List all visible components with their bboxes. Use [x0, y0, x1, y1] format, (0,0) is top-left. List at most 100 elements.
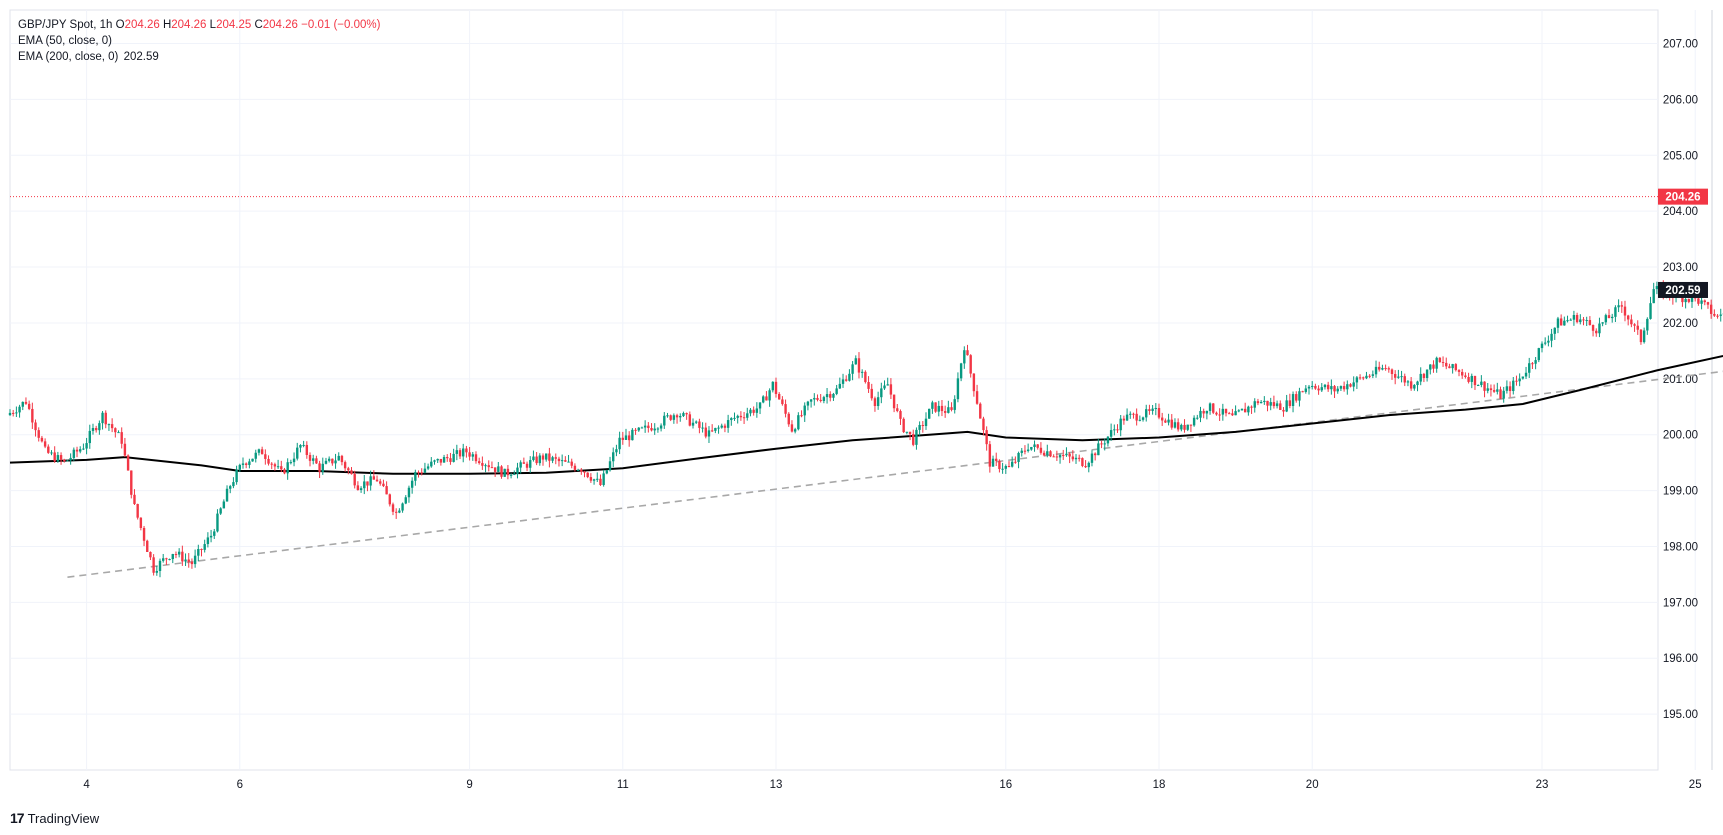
candle-up — [1180, 424, 1183, 430]
candle-up — [1556, 318, 1560, 328]
candle-down — [331, 458, 334, 464]
candle-down — [394, 511, 398, 513]
candle-down — [1055, 456, 1059, 458]
candle-down — [979, 403, 982, 419]
candle-up — [107, 424, 111, 426]
candle-up — [937, 405, 940, 412]
candle-up — [1026, 449, 1030, 451]
ema200-path[interactable] — [9, 290, 1723, 475]
candle-down — [982, 418, 985, 431]
candle-down — [187, 559, 190, 562]
price-tick-label: 202.00 — [1663, 318, 1698, 330]
candle-down — [1295, 394, 1298, 401]
tradingview-brand[interactable]: 17 TradingView — [10, 810, 99, 826]
candle-down — [123, 443, 127, 456]
candle-up — [1173, 422, 1177, 428]
candle-up — [991, 458, 995, 467]
symbol-label[interactable]: GBP/JPY Spot, 1h — [18, 19, 113, 31]
price-axis[interactable]: 207.00 206.00 205.00 204.00 203.00 202.00 201.… — [1663, 10, 1713, 770]
candle-down — [845, 379, 848, 381]
time-axis[interactable]: 4691113161820232527Jul — [83, 779, 1723, 791]
legend-ema200-row[interactable]: EMA (200, close, 0) 202.59 — [18, 49, 380, 65]
support-trendline[interactable] — [67, 309, 1723, 578]
candle-up — [69, 457, 72, 461]
candle-down — [308, 454, 312, 461]
candle-up — [369, 476, 372, 486]
candle-down — [975, 391, 979, 404]
candle-up — [1291, 394, 1295, 406]
candle-up — [1103, 443, 1106, 445]
candle-up — [1572, 315, 1576, 320]
low-value: 204.25 — [216, 19, 252, 31]
candle-down — [375, 479, 379, 482]
trendline[interactable] — [67, 309, 1723, 578]
candle-up — [206, 537, 210, 545]
ema50-label[interactable]: EMA (50, close, 0) — [18, 35, 112, 47]
candle-up — [876, 397, 880, 407]
candle-up — [296, 447, 299, 459]
candle-down — [449, 458, 452, 462]
candle-up — [363, 481, 366, 489]
candle-up — [238, 464, 241, 470]
candle-up — [1259, 401, 1263, 404]
candle-down — [31, 408, 34, 423]
candle-down — [1575, 315, 1579, 323]
legend-ema50-row[interactable]: EMA (50, close, 0) — [18, 33, 380, 49]
candle-up — [254, 452, 257, 459]
candle-down — [1132, 413, 1135, 415]
candle-up — [1253, 401, 1256, 408]
candle-down — [1164, 420, 1167, 423]
candle-up — [746, 413, 749, 418]
candle-down — [1445, 362, 1448, 367]
candle-down — [816, 397, 819, 400]
candle-up — [1512, 380, 1515, 392]
candle-up — [612, 452, 615, 462]
candle-up — [327, 458, 331, 461]
candle-down — [1633, 324, 1636, 326]
candle-down — [621, 437, 624, 440]
candle-down — [586, 472, 589, 478]
candle-up — [1199, 410, 1202, 418]
candle-down — [583, 471, 586, 473]
candle-down — [244, 463, 248, 465]
candle-up — [1320, 387, 1323, 391]
candle-up — [410, 480, 414, 488]
candle-down — [943, 411, 947, 413]
candle-up — [162, 558, 165, 561]
candle-up — [1684, 299, 1687, 303]
legend-ohlc-row[interactable]: GBP/JPY Spot, 1h O204.26 H204.26 L204.25… — [18, 17, 380, 33]
candle-down — [554, 457, 557, 459]
candle-down — [892, 394, 896, 409]
candle-down — [908, 431, 912, 435]
candle-down — [356, 485, 360, 490]
candle-up — [193, 555, 197, 565]
ema200-label[interactable]: EMA (200, close, 0) — [18, 51, 119, 63]
ema200-line[interactable] — [9, 290, 1723, 475]
candle-up — [545, 453, 548, 460]
candle-down — [988, 444, 992, 467]
candle-up — [640, 427, 644, 429]
candle-down — [1183, 424, 1186, 430]
candle-up — [1113, 429, 1116, 431]
candle-down — [1148, 409, 1151, 411]
candle-down — [1438, 357, 1442, 363]
candle-down — [477, 461, 481, 464]
candle-down — [1409, 381, 1413, 389]
candle-down — [439, 458, 443, 463]
candle-up — [663, 415, 666, 426]
candle-up — [471, 454, 474, 457]
candle-up — [88, 430, 91, 444]
candle-up — [653, 428, 656, 431]
time-tick-label: 4 — [83, 779, 90, 791]
candle-down — [1559, 318, 1563, 326]
candle-down — [599, 478, 602, 485]
candle-up — [1470, 375, 1473, 382]
candle-up — [1416, 381, 1419, 386]
price-tick-label: 207.00 — [1663, 39, 1698, 51]
low-label: L — [209, 19, 217, 31]
candle-down — [181, 551, 184, 562]
candle-down — [1333, 386, 1336, 392]
candle-up — [953, 399, 956, 410]
candle-down — [1713, 313, 1716, 316]
